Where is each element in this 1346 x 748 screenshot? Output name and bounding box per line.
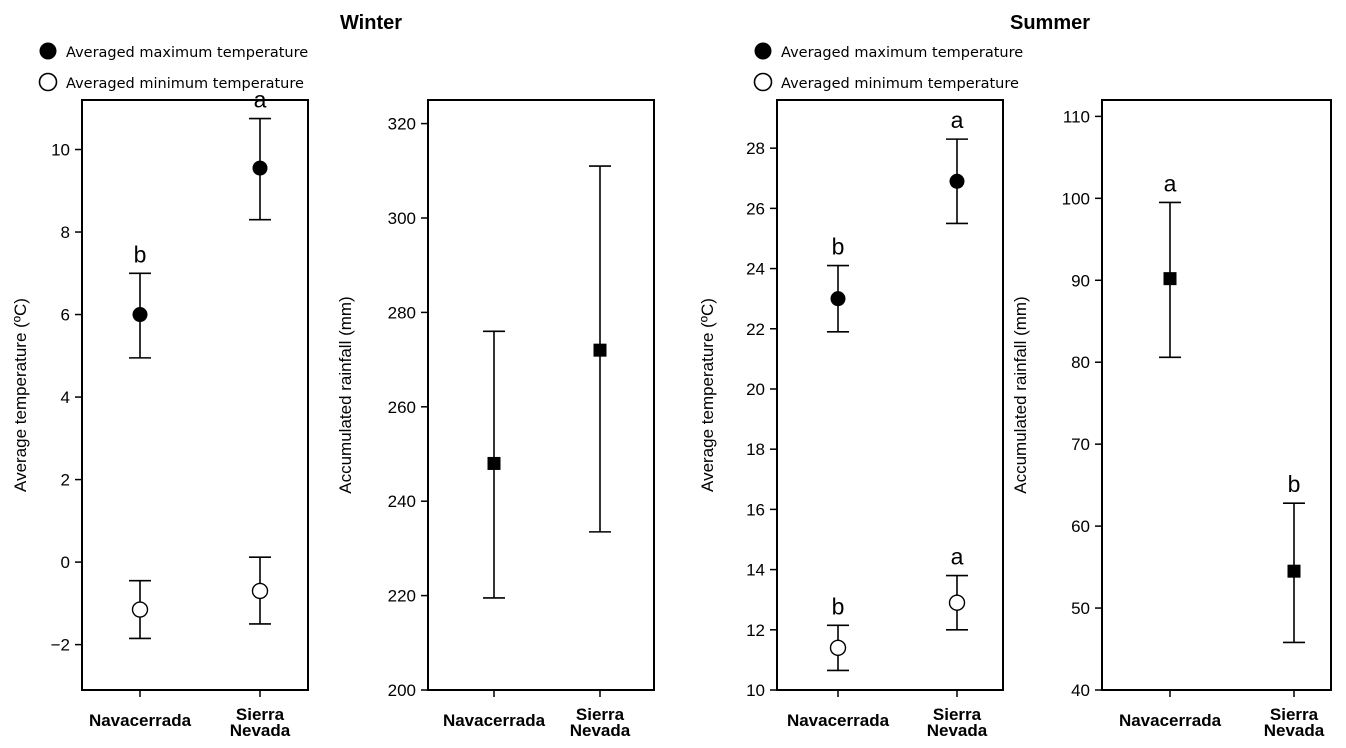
y-tick-label: 10 — [746, 681, 765, 700]
y-tick-label: 28 — [746, 139, 765, 158]
chart-winter-temp: −2 0 2 4 6 8 10 Average temperature (ºC) Navacer… — [11, 87, 309, 740]
x-tick-label: Navacerrada — [787, 711, 890, 730]
significance-letter: a — [254, 87, 267, 113]
y-tick-label: 300 — [388, 209, 416, 228]
y-tick-label: 2 — [61, 471, 70, 490]
y-tick-label: 110 — [1063, 107, 1090, 126]
x-tick-label: Sierra — [236, 705, 285, 724]
y-tick-label: 70 — [1071, 435, 1090, 454]
y-tick-label: 200 — [388, 681, 416, 700]
legend-winter: Averaged maximum temperature Averaged mi… — [38, 42, 308, 92]
data-point-max — [252, 160, 268, 176]
y-tick-label: 60 — [1071, 517, 1090, 536]
legend-min-marker — [753, 72, 773, 92]
data-point-min — [829, 639, 847, 657]
x-tick-label: Sierra — [933, 705, 982, 724]
x-tick-label: Sierra — [576, 705, 625, 724]
significance-letter: b — [832, 593, 845, 619]
significance-letter: a — [1164, 170, 1177, 196]
legend-min-label: Averaged minimum temperature — [781, 76, 1019, 92]
y-tick-label: 4 — [61, 388, 70, 407]
x-tick-label: Navacerrada — [1119, 711, 1222, 730]
y-tick-label: 24 — [746, 260, 765, 279]
y-axis-label: Accumulated rainfall (mm) — [1011, 296, 1030, 493]
data-point-rain — [593, 343, 607, 357]
chart-winter-rain: 200 220 240 260 280 300 320 Accumulated rainfal… — [336, 99, 655, 740]
significance-letter: b — [1288, 471, 1301, 497]
y-tick-label: 320 — [388, 115, 416, 134]
data-point-rain — [487, 456, 501, 470]
plot-frame — [776, 99, 1004, 691]
data-point-rain — [1163, 272, 1177, 286]
data-point-max — [830, 291, 846, 307]
y-tick-label: 26 — [746, 199, 765, 218]
significance-letter: a — [951, 107, 964, 133]
y-tick-label: 50 — [1071, 599, 1090, 618]
chart-summer-rain: 40 50 60 70 80 90 100 110 Accumulated rainfall (… — [1011, 99, 1332, 740]
summer-title: Summer — [1010, 12, 1090, 34]
y-tick-label: 10 — [51, 141, 70, 160]
legend-min-marker — [38, 72, 58, 92]
x-tick-label: Nevada — [570, 721, 631, 740]
y-tick-label: 40 — [1071, 681, 1090, 700]
y-tick-label: 8 — [61, 223, 70, 242]
data-point-max — [132, 307, 148, 323]
y-tick-label: 18 — [746, 440, 765, 459]
y-tick-label: 240 — [388, 492, 416, 511]
legend-max-label: Averaged maximum temperature — [781, 45, 1023, 61]
legend-min-label: Averaged minimum temperature — [66, 76, 304, 92]
y-tick-label: 90 — [1071, 271, 1090, 290]
y-tick-label: 280 — [388, 303, 416, 322]
plot-frame — [81, 99, 309, 691]
plot-frame — [427, 99, 655, 691]
x-tick-label: Nevada — [1264, 721, 1325, 740]
y-tick-label: 14 — [746, 561, 765, 580]
significance-letter: b — [134, 241, 147, 267]
legend-max-label: Averaged maximum temperature — [66, 45, 308, 61]
y-tick-label: 260 — [388, 398, 416, 417]
data-point-min — [131, 601, 149, 618]
y-tick-label: 0 — [61, 553, 70, 572]
y-tick-label: 6 — [61, 306, 70, 325]
chart-summer-temp: 10 12 14 16 18 20 22 24 26 28 Average temperature … — [698, 99, 1004, 740]
legend-max-marker — [754, 42, 772, 60]
data-point-rain — [1287, 564, 1301, 578]
y-tick-label: −2 — [51, 636, 70, 655]
x-tick-label: Navacerrada — [89, 711, 192, 730]
legend-summer: Averaged maximum temperature Averaged mi… — [753, 42, 1023, 92]
x-tick-label: Nevada — [927, 721, 988, 740]
data-point-min — [251, 582, 269, 600]
significance-letter: b — [832, 234, 845, 260]
data-point-min — [948, 594, 966, 611]
legend-max-marker — [39, 42, 57, 60]
data-point-max — [949, 173, 965, 189]
y-tick-label: 220 — [388, 587, 416, 606]
winter-title: Winter — [340, 12, 402, 34]
significance-letter: a — [951, 544, 964, 570]
y-axis-label: Average temperature (ºC) — [698, 298, 717, 492]
y-axis-label: Average temperature (ºC) — [11, 298, 30, 492]
y-tick-label: 100 — [1062, 189, 1090, 208]
y-tick-label: 22 — [746, 320, 765, 339]
plot-frame — [1101, 99, 1332, 691]
y-axis-label: Accumulated rainfall (mm) — [336, 296, 355, 493]
x-tick-label: Navacerrada — [443, 711, 546, 730]
y-tick-label: 20 — [746, 380, 765, 399]
y-tick-label: 12 — [746, 621, 765, 640]
y-tick-label: 16 — [746, 500, 765, 519]
x-tick-label: Nevada — [230, 721, 291, 740]
x-tick-label: Sierra — [1270, 705, 1319, 724]
y-tick-label: 80 — [1071, 353, 1090, 372]
